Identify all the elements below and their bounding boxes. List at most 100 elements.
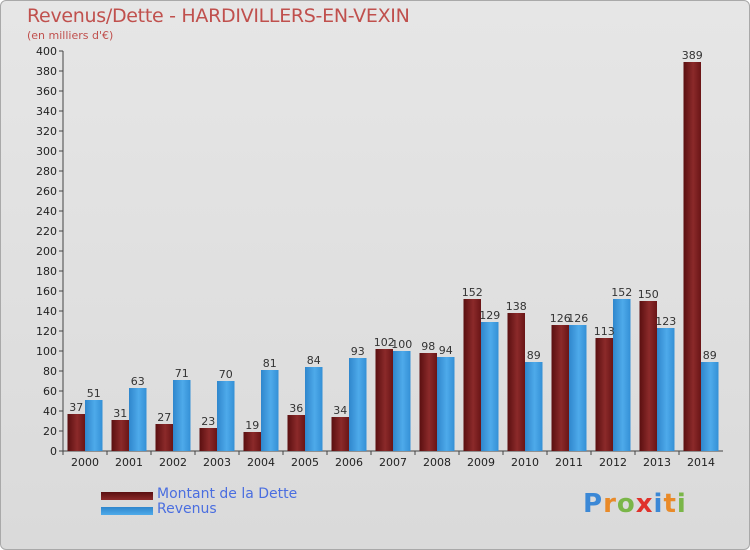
data-label: 81: [263, 357, 277, 370]
data-label: 71: [175, 367, 189, 380]
y-tick-label: 320: [36, 125, 57, 138]
bar-revenus: [701, 362, 719, 451]
y-tick-label: 40: [43, 405, 57, 418]
bar-revenus: [437, 357, 455, 451]
logo-letter: r: [603, 489, 617, 519]
data-label: 98: [421, 340, 435, 353]
bar-revenus: [173, 380, 191, 451]
x-tick-label: 2007: [379, 456, 407, 469]
data-label: 70: [219, 368, 233, 381]
bar-revenus: [569, 325, 587, 451]
y-tick-label: 160: [36, 285, 57, 298]
data-label: 23: [201, 415, 215, 428]
x-tick-label: 2009: [467, 456, 495, 469]
x-tick-label: 2014: [687, 456, 715, 469]
bar-dette: [595, 338, 613, 451]
x-tick-label: 2006: [335, 456, 363, 469]
data-label: 34: [333, 404, 347, 417]
data-label: 37: [69, 401, 83, 414]
x-tick-label: 2004: [247, 456, 275, 469]
bar-revenus: [393, 351, 411, 451]
proxiti-logo: Proxiti: [583, 489, 687, 519]
logo-letter: x: [635, 489, 654, 519]
y-tick-label: 400: [36, 45, 57, 58]
x-tick-label: 2008: [423, 456, 451, 469]
x-tick-label: 2002: [159, 456, 187, 469]
legend-swatch-revenus: [101, 507, 153, 515]
data-label: 123: [655, 315, 676, 328]
data-label: 94: [439, 344, 453, 357]
legend-swatch-dette: [101, 492, 153, 500]
bar-dette: [419, 353, 437, 451]
x-tick-label: 2003: [203, 456, 231, 469]
data-label: 93: [351, 345, 365, 358]
logo-letter: o: [616, 489, 636, 519]
bar-dette: [375, 349, 393, 451]
data-label: 89: [527, 349, 541, 362]
logo-letter: i: [676, 489, 687, 519]
logo-letter: i: [653, 489, 664, 519]
bar-dette: [331, 417, 349, 451]
y-tick-label: 340: [36, 105, 57, 118]
y-tick-label: 80: [43, 365, 57, 378]
bar-revenus: [217, 381, 235, 451]
y-tick-label: 260: [36, 185, 57, 198]
y-tick-label: 20: [43, 425, 57, 438]
y-tick-label: 220: [36, 225, 57, 238]
y-tick-label: 0: [50, 445, 57, 458]
y-tick-label: 240: [36, 205, 57, 218]
data-label: 31: [113, 407, 127, 420]
y-tick-label: 120: [36, 325, 57, 338]
y-tick-label: 100: [36, 345, 57, 358]
logo-letter: P: [583, 489, 604, 519]
data-label: 19: [245, 419, 259, 432]
data-label: 36: [289, 402, 303, 415]
data-label: 113: [594, 325, 615, 338]
data-label: 27: [157, 411, 171, 424]
y-tick-label: 180: [36, 265, 57, 278]
bar-dette: [199, 428, 217, 451]
data-label: 150: [638, 288, 659, 301]
bar-dette: [463, 299, 481, 451]
x-tick-label: 2000: [71, 456, 99, 469]
data-label: 100: [391, 338, 412, 351]
bar-revenus: [613, 299, 631, 451]
data-label: 84: [307, 354, 321, 367]
chart-title: Revenus/Dette - HARDIVILLERS-EN-VEXIN: [27, 5, 410, 27]
y-tick-label: 380: [36, 65, 57, 78]
logo-letter: t: [663, 489, 677, 519]
bar-revenus: [261, 370, 279, 451]
bar-revenus: [129, 388, 147, 451]
data-label: 102: [374, 336, 395, 349]
data-label: 126: [550, 312, 571, 325]
legend-label-dette: Montant de la Dette: [157, 486, 298, 502]
bar-dette: [155, 424, 173, 451]
y-tick-label: 300: [36, 145, 57, 158]
bar-dette: [639, 301, 657, 451]
y-tick-label: 360: [36, 85, 57, 98]
y-tick-label: 200: [36, 245, 57, 258]
data-label: 129: [479, 309, 500, 322]
data-label: 51: [87, 387, 101, 400]
data-label: 126: [567, 312, 588, 325]
y-tick-label: 280: [36, 165, 57, 178]
data-label: 152: [462, 286, 483, 299]
bar-dette: [683, 62, 701, 451]
bar-dette: [111, 420, 129, 451]
legend-label-revenus: Revenus: [157, 501, 217, 517]
bar-revenus: [85, 400, 103, 451]
x-tick-label: 2010: [511, 456, 539, 469]
bar-revenus: [349, 358, 367, 451]
bar-dette: [551, 325, 569, 451]
x-tick-label: 2012: [599, 456, 627, 469]
bar-dette: [67, 414, 85, 451]
data-label: 152: [611, 286, 632, 299]
data-label: 138: [506, 300, 527, 313]
x-tick-label: 2005: [291, 456, 319, 469]
x-tick-label: 2011: [555, 456, 583, 469]
bar-revenus: [525, 362, 543, 451]
data-label: 63: [131, 375, 145, 388]
bar-dette: [243, 432, 261, 451]
chart-subtitle: (en milliers d'€): [27, 29, 114, 42]
